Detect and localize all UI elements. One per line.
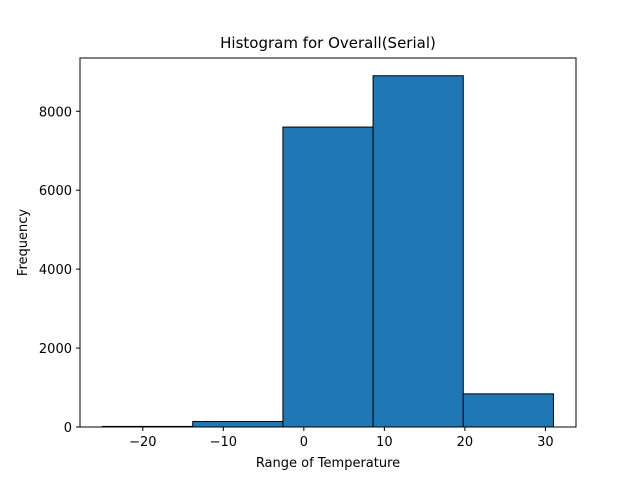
x-tick-label-2: 0 (300, 435, 308, 450)
bars-group (102, 75, 554, 428)
y-axis-label: Frequency (16, 209, 31, 276)
axes-frame (79, 57, 577, 428)
x-tick-label-4: 20 (457, 435, 474, 450)
histogram-bar-4 (462, 393, 554, 428)
y-tick-label-1: 2000 (39, 342, 72, 357)
x-axis-label: Range of Temperature (256, 456, 400, 471)
y-tick-label-3: 6000 (39, 184, 72, 199)
y-tick-label-2: 4000 (39, 263, 72, 278)
chart-title: Histogram for Overall(Serial) (220, 34, 436, 52)
x-axis-ticks: −20 −10 0 10 20 30 (129, 427, 554, 450)
y-tick-label-4: 8000 (39, 105, 72, 120)
x-tick-label-3: 10 (376, 435, 393, 450)
histogram-bar-1 (192, 420, 284, 428)
x-tick-label-5: 30 (537, 435, 554, 450)
y-tick-label-0: 0 (64, 421, 72, 436)
x-tick-label-1: −10 (210, 435, 237, 450)
histogram-bar-3 (372, 75, 464, 428)
histogram-bar-2 (282, 126, 374, 428)
x-tick-label-0: −20 (129, 435, 156, 450)
y-axis-ticks: 0 2000 4000 6000 8000 (39, 105, 80, 436)
